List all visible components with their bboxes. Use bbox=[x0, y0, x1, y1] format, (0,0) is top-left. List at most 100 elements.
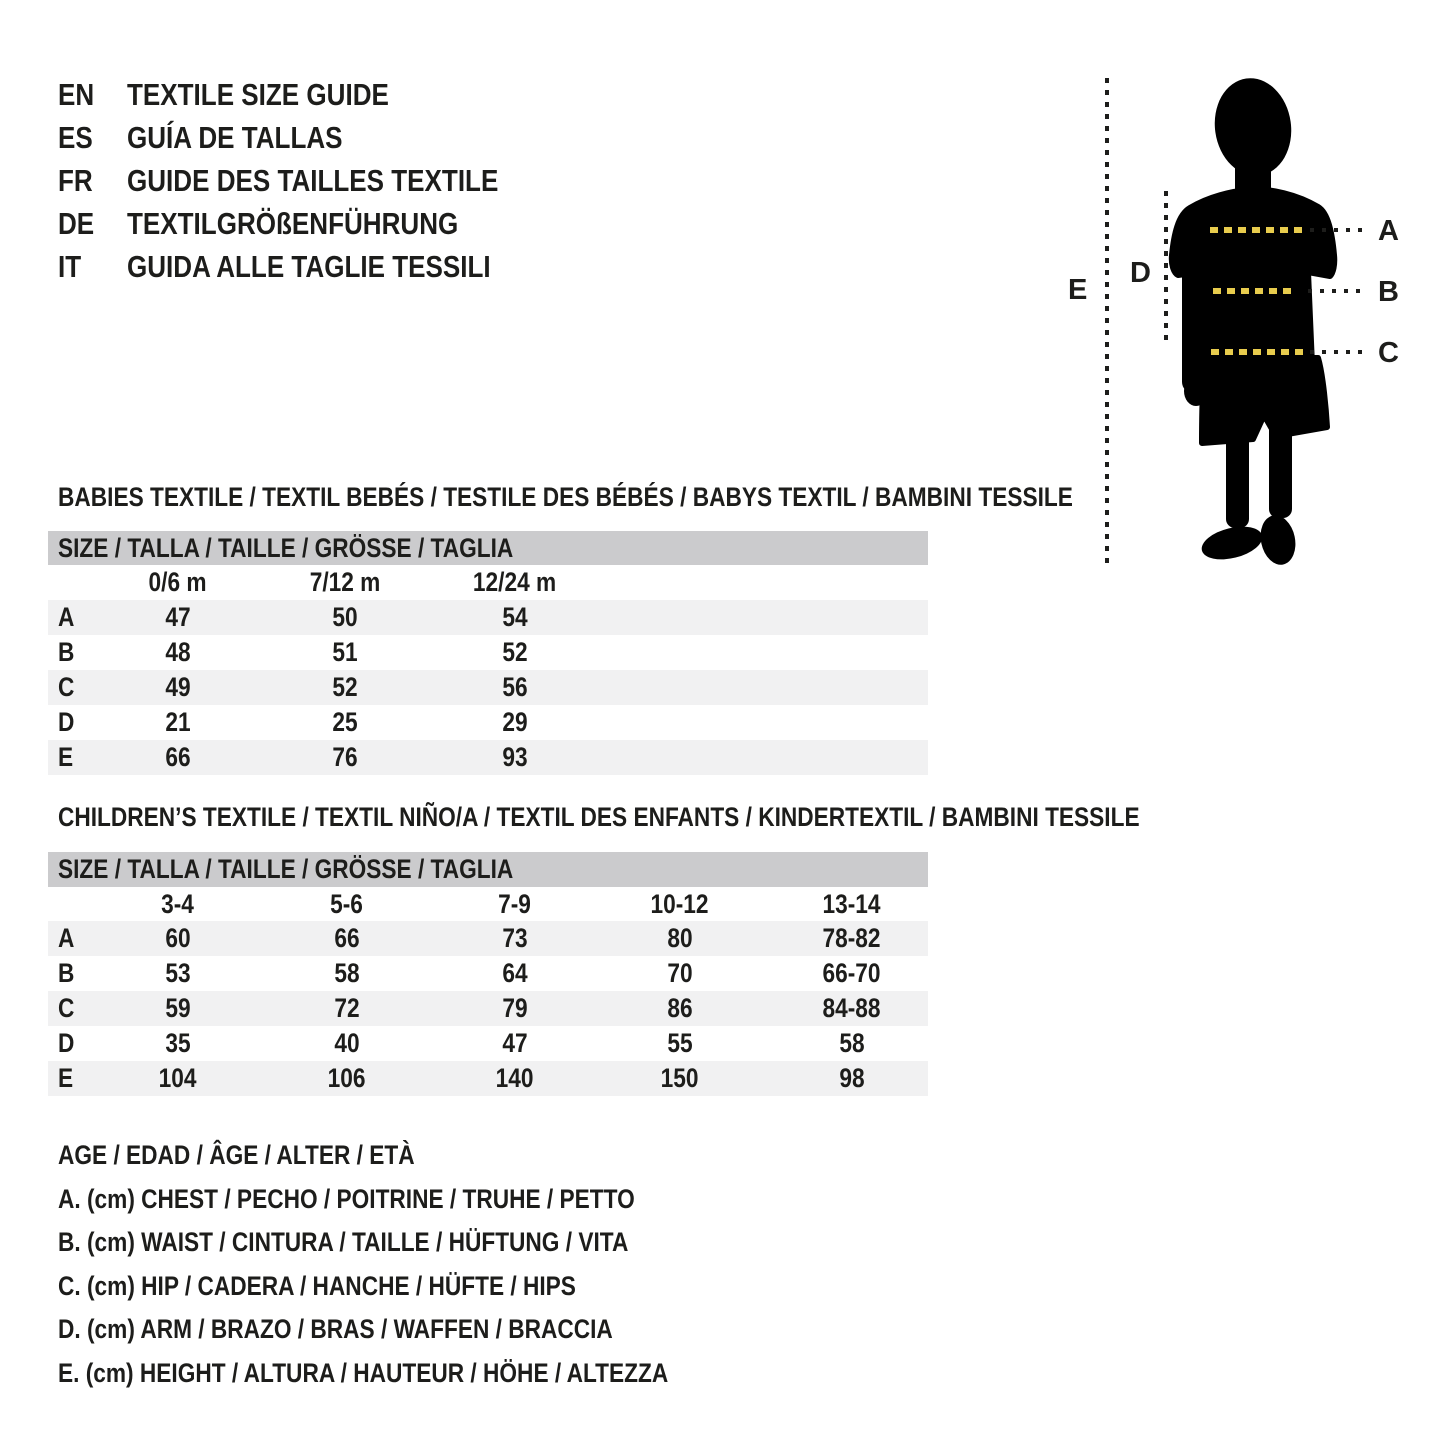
table-cell: 47 bbox=[165, 602, 191, 632]
table-row: D 35 40 47 55 58 bbox=[48, 1026, 928, 1061]
table-cell: 50 bbox=[332, 602, 358, 632]
language-row: EN TEXTILE SIZE GUIDE bbox=[58, 73, 569, 116]
row-label: B bbox=[58, 637, 75, 667]
table-row: A 47 50 54 bbox=[48, 600, 928, 635]
table-cell: 59 bbox=[165, 993, 191, 1023]
measurement-legend: AGE / EDAD / ÂGE / ALTER / ETÀ A. (cm) C… bbox=[58, 1134, 784, 1395]
table-cell: 70 bbox=[667, 958, 693, 988]
row-label: D bbox=[58, 1028, 75, 1058]
table-cell: 93 bbox=[502, 742, 528, 772]
table-row: E 104 106 140 150 98 bbox=[48, 1061, 928, 1096]
table-cell: 84-88 bbox=[822, 993, 882, 1023]
table-row: E 66 76 93 bbox=[48, 740, 928, 775]
language-code: FR bbox=[58, 162, 93, 198]
babies-section-title: BABIES TEXTILE / TEXTIL BEBÉS / TESTILE … bbox=[58, 481, 1073, 512]
row-label: A bbox=[58, 602, 75, 632]
table-cell: 25 bbox=[332, 707, 358, 737]
table-row: C 49 52 56 bbox=[48, 670, 928, 705]
table-row: B 48 51 52 bbox=[48, 635, 928, 670]
table-cell: 29 bbox=[502, 707, 528, 737]
table-row: A 60 66 73 80 78-82 bbox=[48, 921, 928, 956]
language-row: DE TEXTILGRÖßENFÜHRUNG bbox=[58, 202, 569, 245]
table-cell: 86 bbox=[667, 993, 693, 1023]
legend-line: B. (cm) WAIST / CINTURA / TAILLE / HÜFTU… bbox=[58, 1227, 629, 1258]
table-cell: 150 bbox=[661, 1063, 699, 1093]
row-label: C bbox=[58, 993, 75, 1023]
silhouette-head bbox=[1214, 78, 1292, 176]
table-cell: 58 bbox=[334, 958, 360, 988]
label-c: C bbox=[1378, 337, 1399, 369]
table-cell: 64 bbox=[502, 958, 528, 988]
table-cell: 35 bbox=[165, 1028, 191, 1058]
row-label: A bbox=[58, 923, 75, 953]
label-b: B bbox=[1378, 276, 1399, 308]
table-cell: 79 bbox=[502, 993, 528, 1023]
language-row: IT GUIDA ALLE TAGLIE TESSILI bbox=[58, 245, 569, 288]
children-size-header-bar: SIZE / TALLA / TAILLE / GRÖSSE / TAGLIA bbox=[48, 852, 928, 887]
table-cell: 54 bbox=[502, 602, 528, 632]
children-textile-section: CHILDREN’S TEXTILE / TEXTIL NIÑO/A / TEX… bbox=[48, 800, 1140, 1097]
silhouette-left-leg bbox=[1226, 420, 1249, 528]
table-cell: 78-82 bbox=[822, 923, 882, 953]
row-label: B bbox=[58, 958, 75, 988]
table-cell: 40 bbox=[334, 1028, 360, 1058]
label-d: D bbox=[1130, 257, 1151, 289]
table-cell: 140 bbox=[496, 1063, 534, 1093]
table-cell: 80 bbox=[667, 923, 693, 953]
children-column-header-row: 3-4 5-6 7-9 10-12 13-14 bbox=[48, 887, 928, 921]
table-cell: 60 bbox=[165, 923, 191, 953]
table-row: C 59 72 79 86 84-88 bbox=[48, 991, 928, 1026]
row-label: E bbox=[58, 1063, 74, 1093]
language-title: TEXTILGRÖßENFÜHRUNG bbox=[127, 205, 459, 241]
column-header: 7/12 m bbox=[309, 567, 381, 597]
column-header: 3-4 bbox=[161, 888, 195, 919]
legend-line: C. (cm) HIP / CADERA / HANCHE / HÜFTE / … bbox=[58, 1270, 576, 1301]
babies-textile-section: BABIES TEXTILE / TEXTIL BEBÉS / TESTILE … bbox=[48, 480, 1073, 776]
row-label: C bbox=[58, 672, 75, 702]
silhouette-shorts bbox=[1199, 355, 1330, 446]
silhouette-left-shoe bbox=[1201, 526, 1263, 560]
silhouette-right-shoe bbox=[1260, 515, 1296, 565]
row-label: E bbox=[58, 742, 74, 772]
table-cell: 21 bbox=[165, 707, 191, 737]
legend-line: AGE / EDAD / ÂGE / ALTER / ETÀ bbox=[58, 1140, 415, 1171]
table-cell: 66-70 bbox=[822, 958, 882, 988]
table-cell: 53 bbox=[165, 958, 191, 988]
table-cell: 51 bbox=[332, 637, 358, 667]
table-cell: 48 bbox=[165, 637, 191, 667]
table-cell: 104 bbox=[159, 1063, 197, 1093]
table-cell: 56 bbox=[502, 672, 528, 702]
children-section-title: CHILDREN’S TEXTILE / TEXTIL NIÑO/A / TEX… bbox=[58, 801, 1140, 832]
table-cell: 98 bbox=[839, 1063, 865, 1093]
table-row: B 53 58 64 70 66-70 bbox=[48, 956, 928, 991]
table-cell: 76 bbox=[332, 742, 358, 772]
column-header: 10-12 bbox=[650, 888, 710, 919]
table-cell: 73 bbox=[502, 923, 528, 953]
column-header: 13-14 bbox=[822, 888, 882, 919]
table-cell: 58 bbox=[839, 1028, 865, 1058]
table-cell: 52 bbox=[332, 672, 358, 702]
table-cell: 66 bbox=[334, 923, 360, 953]
language-code: EN bbox=[58, 76, 95, 112]
legend-line: D. (cm) ARM / BRAZO / BRAS / WAFFEN / BR… bbox=[58, 1314, 613, 1345]
table-cell: 52 bbox=[502, 637, 528, 667]
table-cell: 49 bbox=[165, 672, 191, 702]
table-cell: 66 bbox=[165, 742, 191, 772]
table-cell: 55 bbox=[667, 1028, 693, 1058]
column-header: 5-6 bbox=[330, 888, 364, 919]
table-cell: 47 bbox=[502, 1028, 528, 1058]
legend-line: A. (cm) CHEST / PECHO / POITRINE / TRUHE… bbox=[58, 1183, 635, 1214]
babies-column-header-row: 0/6 m 7/12 m 12/24 m bbox=[48, 565, 928, 600]
table-row: D 21 25 29 bbox=[48, 705, 928, 740]
babies-size-header-bar: SIZE / TALLA / TAILLE / GRÖSSE / TAGLIA bbox=[48, 531, 928, 565]
column-header: 7-9 bbox=[498, 888, 532, 919]
language-code: IT bbox=[58, 248, 82, 284]
silhouette-right-leg bbox=[1269, 415, 1292, 518]
silhouette-left-arm bbox=[1182, 265, 1205, 393]
language-row: FR GUIDE DES TAILLES TEXTILE bbox=[58, 159, 569, 202]
legend-line: E. (cm) HEIGHT / ALTURA / HAUTEUR / HÖHE… bbox=[58, 1357, 669, 1388]
column-header: 12/24 m bbox=[473, 567, 557, 597]
language-row: ES GUÍA DE TALLAS bbox=[58, 116, 569, 159]
table-cell: 106 bbox=[328, 1063, 366, 1093]
